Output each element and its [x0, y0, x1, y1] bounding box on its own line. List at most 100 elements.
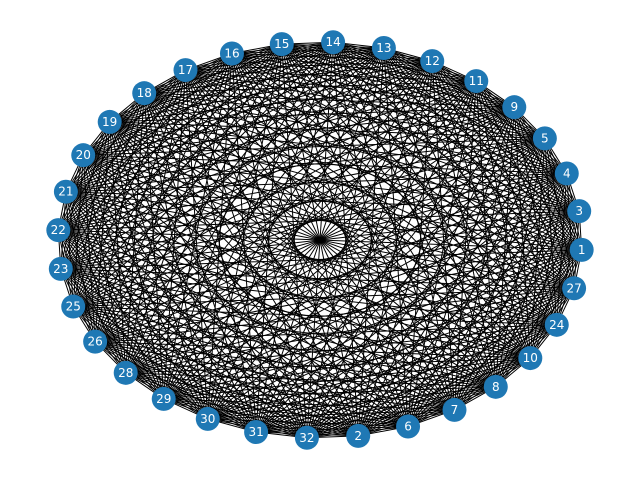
- edge-8-27: [495, 287, 575, 388]
- node-28: 28: [113, 360, 138, 385]
- node-25: 25: [61, 294, 86, 319]
- node-label: 15: [274, 37, 289, 51]
- edge-14-23: [60, 41, 334, 270]
- node-22: 22: [46, 218, 71, 243]
- node-1: 1: [569, 237, 594, 262]
- edge-15-27: [281, 43, 575, 289]
- edge-18-29: [143, 93, 165, 399]
- node-13: 13: [371, 35, 396, 60]
- node-20: 20: [71, 143, 96, 168]
- edge-15-31: [255, 44, 283, 433]
- node-12: 12: [420, 49, 445, 74]
- edge-26-10: [95, 341, 531, 359]
- node-circle: [83, 329, 108, 354]
- node-circle: [321, 30, 346, 55]
- edge-18-26: [94, 93, 145, 342]
- node-label: 29: [156, 392, 171, 406]
- node-label: 28: [118, 366, 133, 380]
- node-circle: [195, 406, 220, 431]
- node-label: 26: [88, 335, 103, 349]
- edge-13-20: [83, 47, 385, 156]
- edge-7-27: [454, 287, 575, 411]
- edge-22-24: [58, 229, 557, 326]
- edge-21-32: [65, 191, 308, 439]
- edge-25-32: [72, 306, 308, 439]
- edge-23-31: [60, 268, 257, 433]
- edge-9-7: [453, 107, 515, 411]
- edge-20-27: [83, 154, 575, 289]
- node-circle: [173, 58, 198, 83]
- edge-15-7: [281, 43, 455, 411]
- node-7: 7: [442, 397, 467, 422]
- node-circle: [371, 35, 396, 60]
- node-32: 32: [294, 425, 319, 450]
- node-circle: [269, 32, 294, 57]
- node-label: 19: [102, 115, 117, 129]
- edge-22-6: [58, 229, 409, 427]
- edge-13-22: [58, 47, 385, 231]
- edge-1-17: [185, 69, 582, 251]
- node-circle: [569, 237, 594, 262]
- edge-5-8: [495, 138, 546, 387]
- edge-16-26: [94, 53, 233, 342]
- edge-9-21: [65, 106, 515, 193]
- edge-25-24: [73, 306, 557, 326]
- edge-26-8: [95, 341, 496, 388]
- edge-21-27: [65, 191, 575, 289]
- edge-16-23: [60, 53, 233, 270]
- node-19: 19: [97, 109, 122, 134]
- edge-30-27: [207, 287, 575, 420]
- edge-25-27: [73, 287, 575, 308]
- edge-30-10: [207, 357, 531, 420]
- edge-31-27: [255, 287, 575, 433]
- node-circle: [544, 312, 569, 337]
- node-label: 16: [224, 47, 239, 61]
- edge-22-2: [58, 229, 359, 437]
- edge-9-10: [513, 107, 531, 359]
- node-circle: [562, 276, 587, 301]
- edge-5-6: [407, 138, 546, 427]
- edge-12-19: [109, 60, 433, 123]
- node-circle: [71, 143, 96, 168]
- node-circle: [97, 109, 122, 134]
- edge-4-7: [454, 173, 568, 411]
- node-label: 7: [451, 403, 459, 417]
- node-label: 23: [53, 262, 68, 276]
- node-circle: [442, 397, 467, 422]
- edge-9-19: [109, 106, 515, 123]
- edge-20-28: [82, 155, 127, 373]
- edge-11-27: [475, 80, 575, 289]
- edge-22-7: [58, 229, 455, 411]
- edge-9-17: [185, 69, 515, 108]
- node-label: 2: [354, 429, 362, 443]
- edge-22-27: [58, 229, 575, 289]
- edge-5-27: [544, 138, 575, 289]
- edge-14-8: [332, 42, 497, 388]
- edge-15-28: [125, 43, 283, 374]
- node-circle: [48, 256, 73, 281]
- edge-13-24: [383, 47, 558, 326]
- edge-15-24: [281, 43, 558, 326]
- edge-29-7: [163, 398, 455, 411]
- node-circle: [46, 218, 71, 243]
- edge-14-21: [65, 41, 334, 193]
- edge-19-30: [109, 121, 209, 420]
- edge-28-6: [125, 372, 409, 427]
- edge-21-30: [65, 191, 209, 420]
- edge-13-2: [357, 47, 385, 436]
- edge-21-2: [65, 191, 359, 437]
- node-label: 30: [200, 412, 215, 426]
- node-circle: [396, 414, 421, 439]
- edge-1-13: [383, 47, 583, 251]
- edge-11-22: [58, 80, 477, 231]
- edge-1-2: [357, 249, 582, 437]
- edge-1-15: [281, 43, 582, 251]
- node-circle: [554, 161, 579, 186]
- edge-15-22: [58, 43, 283, 231]
- node-8: 8: [483, 374, 508, 399]
- edge-26-6: [95, 341, 409, 427]
- edge-18-31: [143, 93, 257, 433]
- node-circle: [420, 49, 445, 74]
- node-circle: [53, 179, 78, 204]
